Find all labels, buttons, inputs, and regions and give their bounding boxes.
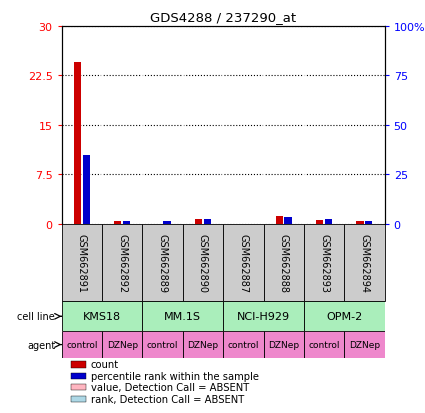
Text: cell line: cell line	[17, 311, 55, 322]
Text: control: control	[66, 340, 98, 349]
Bar	[276, 217, 283, 224]
Title: GDS4288 / 237290_at: GDS4288 / 237290_at	[150, 11, 296, 24]
Text: OPM-2: OPM-2	[326, 311, 363, 322]
Bar	[71, 396, 86, 402]
Text: GSM662890: GSM662890	[198, 233, 208, 292]
Text: MM.1S: MM.1S	[164, 311, 201, 322]
Bar	[344, 224, 385, 302]
Text: agent: agent	[27, 340, 55, 350]
Bar	[183, 331, 223, 358]
Bar	[316, 221, 323, 224]
Text: KMS18: KMS18	[83, 311, 121, 322]
Bar	[223, 331, 264, 358]
Bar	[114, 222, 122, 224]
Bar	[102, 331, 142, 358]
Bar	[264, 224, 304, 302]
Text: rank, Detection Call = ABSENT: rank, Detection Call = ABSENT	[91, 394, 244, 404]
Bar	[71, 373, 86, 379]
Text: GSM662893: GSM662893	[319, 233, 329, 292]
Text: DZNep: DZNep	[349, 340, 380, 349]
Bar	[223, 224, 264, 302]
Bar	[102, 224, 142, 302]
Bar	[62, 224, 102, 302]
Bar	[163, 221, 170, 224]
Bar	[195, 220, 202, 224]
Bar	[304, 302, 385, 331]
Text: control: control	[147, 340, 178, 349]
Text: control: control	[227, 340, 259, 349]
Bar	[304, 224, 344, 302]
Bar	[62, 302, 142, 331]
Text: DZNep: DZNep	[187, 340, 218, 349]
Bar	[357, 222, 364, 224]
Text: GSM662887: GSM662887	[238, 233, 248, 292]
Bar	[325, 220, 332, 224]
Bar	[344, 331, 385, 358]
Bar	[71, 361, 86, 368]
Text: GSM662894: GSM662894	[360, 233, 369, 292]
Bar	[365, 221, 372, 224]
Bar	[304, 331, 344, 358]
Bar	[71, 384, 86, 390]
Bar	[74, 63, 81, 224]
Text: GSM662892: GSM662892	[117, 233, 127, 292]
Bar	[123, 222, 130, 224]
Bar	[142, 331, 183, 358]
Text: GSM662888: GSM662888	[279, 233, 289, 292]
Text: GSM662891: GSM662891	[77, 233, 87, 292]
Text: percentile rank within the sample: percentile rank within the sample	[91, 371, 259, 381]
Bar	[183, 224, 223, 302]
Text: GSM662889: GSM662889	[158, 233, 167, 292]
Text: NCI-H929: NCI-H929	[237, 311, 290, 322]
Text: count: count	[91, 359, 119, 370]
Bar	[204, 219, 211, 224]
Text: control: control	[308, 340, 340, 349]
Bar	[62, 331, 102, 358]
Bar	[142, 302, 223, 331]
Text: DZNep: DZNep	[268, 340, 299, 349]
Bar	[284, 217, 292, 224]
Bar	[142, 224, 183, 302]
Bar	[82, 155, 90, 224]
Text: value, Detection Call = ABSENT: value, Detection Call = ABSENT	[91, 382, 249, 392]
Bar	[223, 302, 304, 331]
Text: DZNep: DZNep	[107, 340, 138, 349]
Bar	[264, 331, 304, 358]
